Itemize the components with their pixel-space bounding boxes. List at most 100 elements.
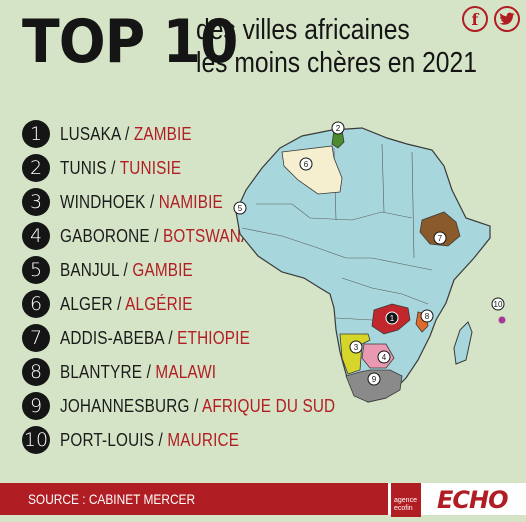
marker-label: 4 [382, 353, 387, 362]
rank-badge: 3 [22, 188, 50, 216]
rank-text: ALGER / ALGÉRIE [60, 294, 193, 315]
africa-map: 1 2 3 4 5 6 7 8 9 10 [233, 121, 506, 403]
separator: / [158, 429, 163, 450]
marker-label: 7 [438, 234, 443, 243]
marker-label: 6 [304, 160, 309, 169]
list-item: 1 LUSAKA / ZAMBIE [22, 120, 215, 148]
marker-label: 2 [336, 124, 341, 133]
separator: / [123, 259, 128, 280]
twitter-bird-icon [499, 12, 515, 25]
rank-text: WINDHOEK / NAMIBIE [60, 192, 223, 213]
country-name: GAMBIE [132, 259, 193, 280]
country-name: ZAMBIE [133, 123, 192, 144]
city-name: JOHANNESBURG [60, 395, 190, 416]
rank-badge: 6 [22, 290, 50, 318]
city-name: ADDIS-ABEBA [60, 327, 164, 348]
separator: / [111, 157, 116, 178]
subtitle-line-2: les moins chères en 2021 [196, 47, 477, 79]
country-name: MALAWI [155, 361, 217, 382]
marker-label: 9 [372, 375, 377, 384]
list-item: 8 BLANTYRE / MALAWI [22, 358, 244, 386]
page-subtitle: des villes africaines les moins chères e… [196, 14, 477, 80]
country-name: MAURICE [167, 429, 240, 450]
madagascar-island [453, 321, 473, 365]
namibia-region [339, 333, 371, 375]
agency-logo-line-2: ecofin [394, 505, 413, 512]
rank-badge: 5 [22, 256, 50, 284]
list-item: 10 PORT-LOUIS / MAURICE [22, 426, 271, 454]
country-name: ALGÉRIE [125, 293, 193, 314]
map-marker: 10 [491, 297, 505, 311]
map-marker: 4 [377, 350, 391, 364]
city-name: TUNIS [60, 157, 107, 178]
rank-badge: 2 [22, 154, 50, 182]
marker-label: 8 [425, 312, 430, 321]
city-name: LUSAKA [60, 123, 121, 144]
rank-text: GABORONE / BOTSWANA [60, 226, 251, 247]
marker-label: 1 [390, 314, 395, 323]
rank-text: TUNIS / TUNISIE [60, 158, 181, 179]
separator: / [124, 123, 130, 144]
ethiopia-region [419, 211, 461, 247]
subtitle-line-1: des villes africaines [196, 14, 410, 46]
mauritius-dot [498, 316, 506, 324]
separator: / [117, 293, 122, 314]
list-item: 3 WINDHOEK / NAMIBIE [22, 188, 252, 216]
rank-text: JOHANNESBURG / AFRIQUE DU SUD [60, 396, 335, 417]
rank-badge: 8 [22, 358, 50, 386]
city-name: ALGER [60, 293, 113, 314]
country-name: AFRIQUE DU SUD [201, 395, 336, 416]
source-text: SOURCE : CABINET MERCER [28, 491, 196, 507]
map-markers: 1 2 3 4 5 6 7 8 9 10 [233, 121, 505, 386]
rank-badge: 1 [22, 120, 50, 148]
page-title: TOP 10 [22, 7, 238, 77]
algeria-region [281, 145, 343, 195]
map-marker: 9 [367, 372, 381, 386]
rank-badge: 7 [22, 324, 50, 352]
rank-text: BLANTYRE / MALAWI [60, 362, 216, 383]
list-item: 7 ADDIS-ABEBA / ETHIOPIE [22, 324, 283, 352]
marker-label: 3 [354, 343, 359, 352]
twitter-icon[interactable] [494, 6, 520, 32]
map-marker: 7 [433, 231, 447, 245]
map-marker: 8 [420, 309, 434, 323]
rank-text: PORT-LOUIS / MAURICE [60, 430, 239, 451]
separator: / [146, 361, 151, 382]
city-name: BLANTYRE [60, 361, 143, 382]
map-marker: 2 [331, 121, 345, 135]
agency-logo[interactable]: agence ecofin [391, 483, 421, 517]
country-name: TUNISIE [119, 157, 182, 178]
country-name: ETHIOPIE [177, 327, 250, 348]
rank-text: ADDIS-ABEBA / ETHIOPIE [60, 328, 250, 349]
list-item: 9 JOHANNESBURG / AFRIQUE DU SUD [22, 392, 384, 420]
list-item: 2 TUNIS / TUNISIE [22, 154, 203, 182]
city-name: BANJUL [60, 259, 120, 280]
city-name: GABORONE [60, 225, 150, 246]
africa-continent [235, 127, 491, 403]
map-marker: 6 [299, 157, 313, 171]
rank-text: LUSAKA / ZAMBIE [60, 124, 192, 145]
rank-badge: 4 [22, 222, 50, 250]
rank-badge: 9 [22, 392, 50, 420]
country-name: NAMIBIE [158, 191, 223, 212]
list-item: 6 ALGER / ALGÉRIE [22, 290, 216, 318]
separator: / [154, 225, 159, 246]
separator: / [168, 327, 173, 348]
south-africa-region [345, 369, 403, 403]
agency-logo-line-1: agence [394, 497, 417, 504]
echo-logo[interactable]: ECHO [437, 486, 508, 514]
map-marker: 3 [349, 340, 363, 354]
map-marker: 1 [385, 311, 399, 325]
country-name: BOTSWANA [163, 225, 252, 246]
marker-label: 10 [494, 300, 503, 309]
rank-badge: 10 [22, 426, 50, 454]
city-name: PORT-LOUIS [60, 429, 155, 450]
list-item: 4 GABORONE / BOTSWANA [22, 222, 285, 250]
map-marker: 5 [233, 201, 247, 215]
separator: / [193, 395, 199, 416]
city-name: WINDHOEK [60, 191, 146, 212]
marker-label: 5 [238, 204, 243, 213]
separator: / [149, 191, 155, 212]
facebook-icon[interactable]: f [462, 6, 488, 32]
header: TOP 10 des villes africaines les moins c… [0, 0, 526, 100]
